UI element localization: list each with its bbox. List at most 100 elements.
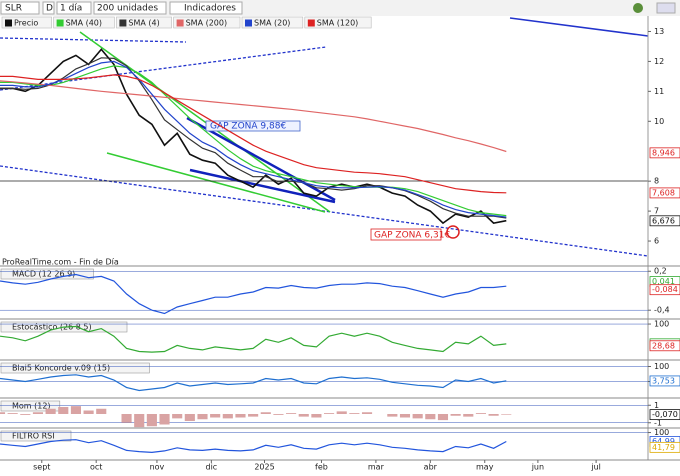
trend-line [106,152,326,213]
units[interactable]: 200 unidades [97,4,158,14]
y-tick-label: -1 [654,418,662,427]
bar [32,412,44,414]
panel-title: Estocástico (26 8 5) [12,323,92,332]
legend-box [116,16,172,29]
bar [222,414,233,419]
symbol-box[interactable] [0,1,40,15]
legend-label: SMA (20) [254,19,290,28]
legend-label: SMA (40) [66,19,102,28]
status-icon[interactable] [633,3,643,13]
trend-line [186,116,336,202]
y-tick-label: 13 [654,27,664,36]
bar [146,414,157,427]
bar [349,413,360,414]
legend-label: Precio [14,19,38,28]
mode[interactable]: D [46,4,53,14]
bar [324,413,335,414]
y-tick-label: -0,4 [654,306,670,315]
legend-swatch [5,19,12,27]
legend-label: SMA (4) [128,19,159,28]
legend-label: SMA (200) [186,19,228,28]
period[interactable]: 1 día [60,4,82,14]
indicators-box[interactable] [169,1,243,15]
annotation-box [370,228,442,241]
trend-line [509,17,649,37]
x-tick-label: jun [531,463,544,472]
x-tick-label: feb [315,463,328,472]
series-line [0,48,507,225]
window-button[interactable] [656,2,676,14]
bar [210,414,221,418]
panel-title-box [0,268,94,280]
x-tick-label: nov [150,463,165,472]
series-line [0,273,507,315]
period-box[interactable] [56,1,92,15]
mode-box[interactable] [42,1,55,15]
x-tick-label: jul [590,463,601,472]
x-tick-label: mar [368,463,385,472]
trend-line [79,31,331,213]
panel-title-box [0,400,61,412]
end-label-box [649,215,680,227]
bar [58,407,69,414]
series-line [0,60,507,218]
footer: ProRealTime.com - Fin de Día [2,258,119,267]
y-tick-label: 100 [654,362,669,371]
panel-title: FILTRO RSI [12,432,55,441]
legend-box [53,16,115,29]
bar [248,414,259,417]
bar [70,406,81,414]
y-tick-label: 10 [654,117,664,126]
x-tick-label: may [476,463,494,472]
bar [361,412,373,414]
series-line [0,57,507,219]
y-tick-label: 6 [654,237,659,246]
indicators[interactable]: Indicadores [184,4,236,14]
end-label-box [649,441,680,453]
end-label: 8,946 [652,148,675,157]
bar [0,412,6,414]
end-label: 0,041 [652,277,675,286]
bar [336,411,347,414]
end-label-box [649,147,680,159]
annotation: GAP ZONA 9,88€ [210,122,286,132]
bar [45,408,56,414]
annotation-box [205,120,301,132]
x-tick-label: abr [424,463,438,472]
end-label: 3,753 [652,376,675,385]
series-line [0,80,507,153]
bar [197,414,208,420]
bar [96,408,107,414]
bar [121,414,132,423]
bar [425,414,436,420]
bar [83,410,94,414]
legend-box [1,16,52,29]
bar [412,414,423,419]
units-box[interactable] [93,1,167,15]
panel-title: Blai5 Koncorde v.09 (15) [12,364,110,373]
y-tick-label: 100 [654,320,669,329]
legend-label: SMA (120) [317,19,359,28]
series-line [0,325,507,353]
x-tick-label: dic [206,463,218,472]
bar [298,414,309,417]
x-tick-label: 2025 [254,463,274,472]
end-label: 41,79 [652,443,675,452]
bar [399,414,411,418]
legend-box [304,16,372,29]
symbol[interactable]: SLR [5,4,22,14]
bar [273,414,284,415]
legend-box [173,16,241,29]
end-label-box [649,187,680,199]
legend-swatch [56,19,64,27]
bar [7,413,18,414]
trend-line [0,37,187,43]
series-line [0,374,507,392]
legend-swatch [245,19,252,27]
bar [184,414,195,421]
end-label: 6,676 [652,216,675,225]
bar [172,414,183,419]
series-line [0,65,507,217]
bar [450,414,461,416]
